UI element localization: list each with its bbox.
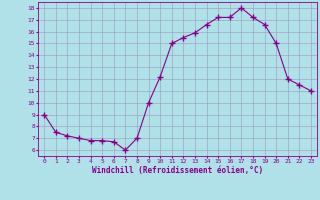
X-axis label: Windchill (Refroidissement éolien,°C): Windchill (Refroidissement éolien,°C) xyxy=(92,166,263,175)
